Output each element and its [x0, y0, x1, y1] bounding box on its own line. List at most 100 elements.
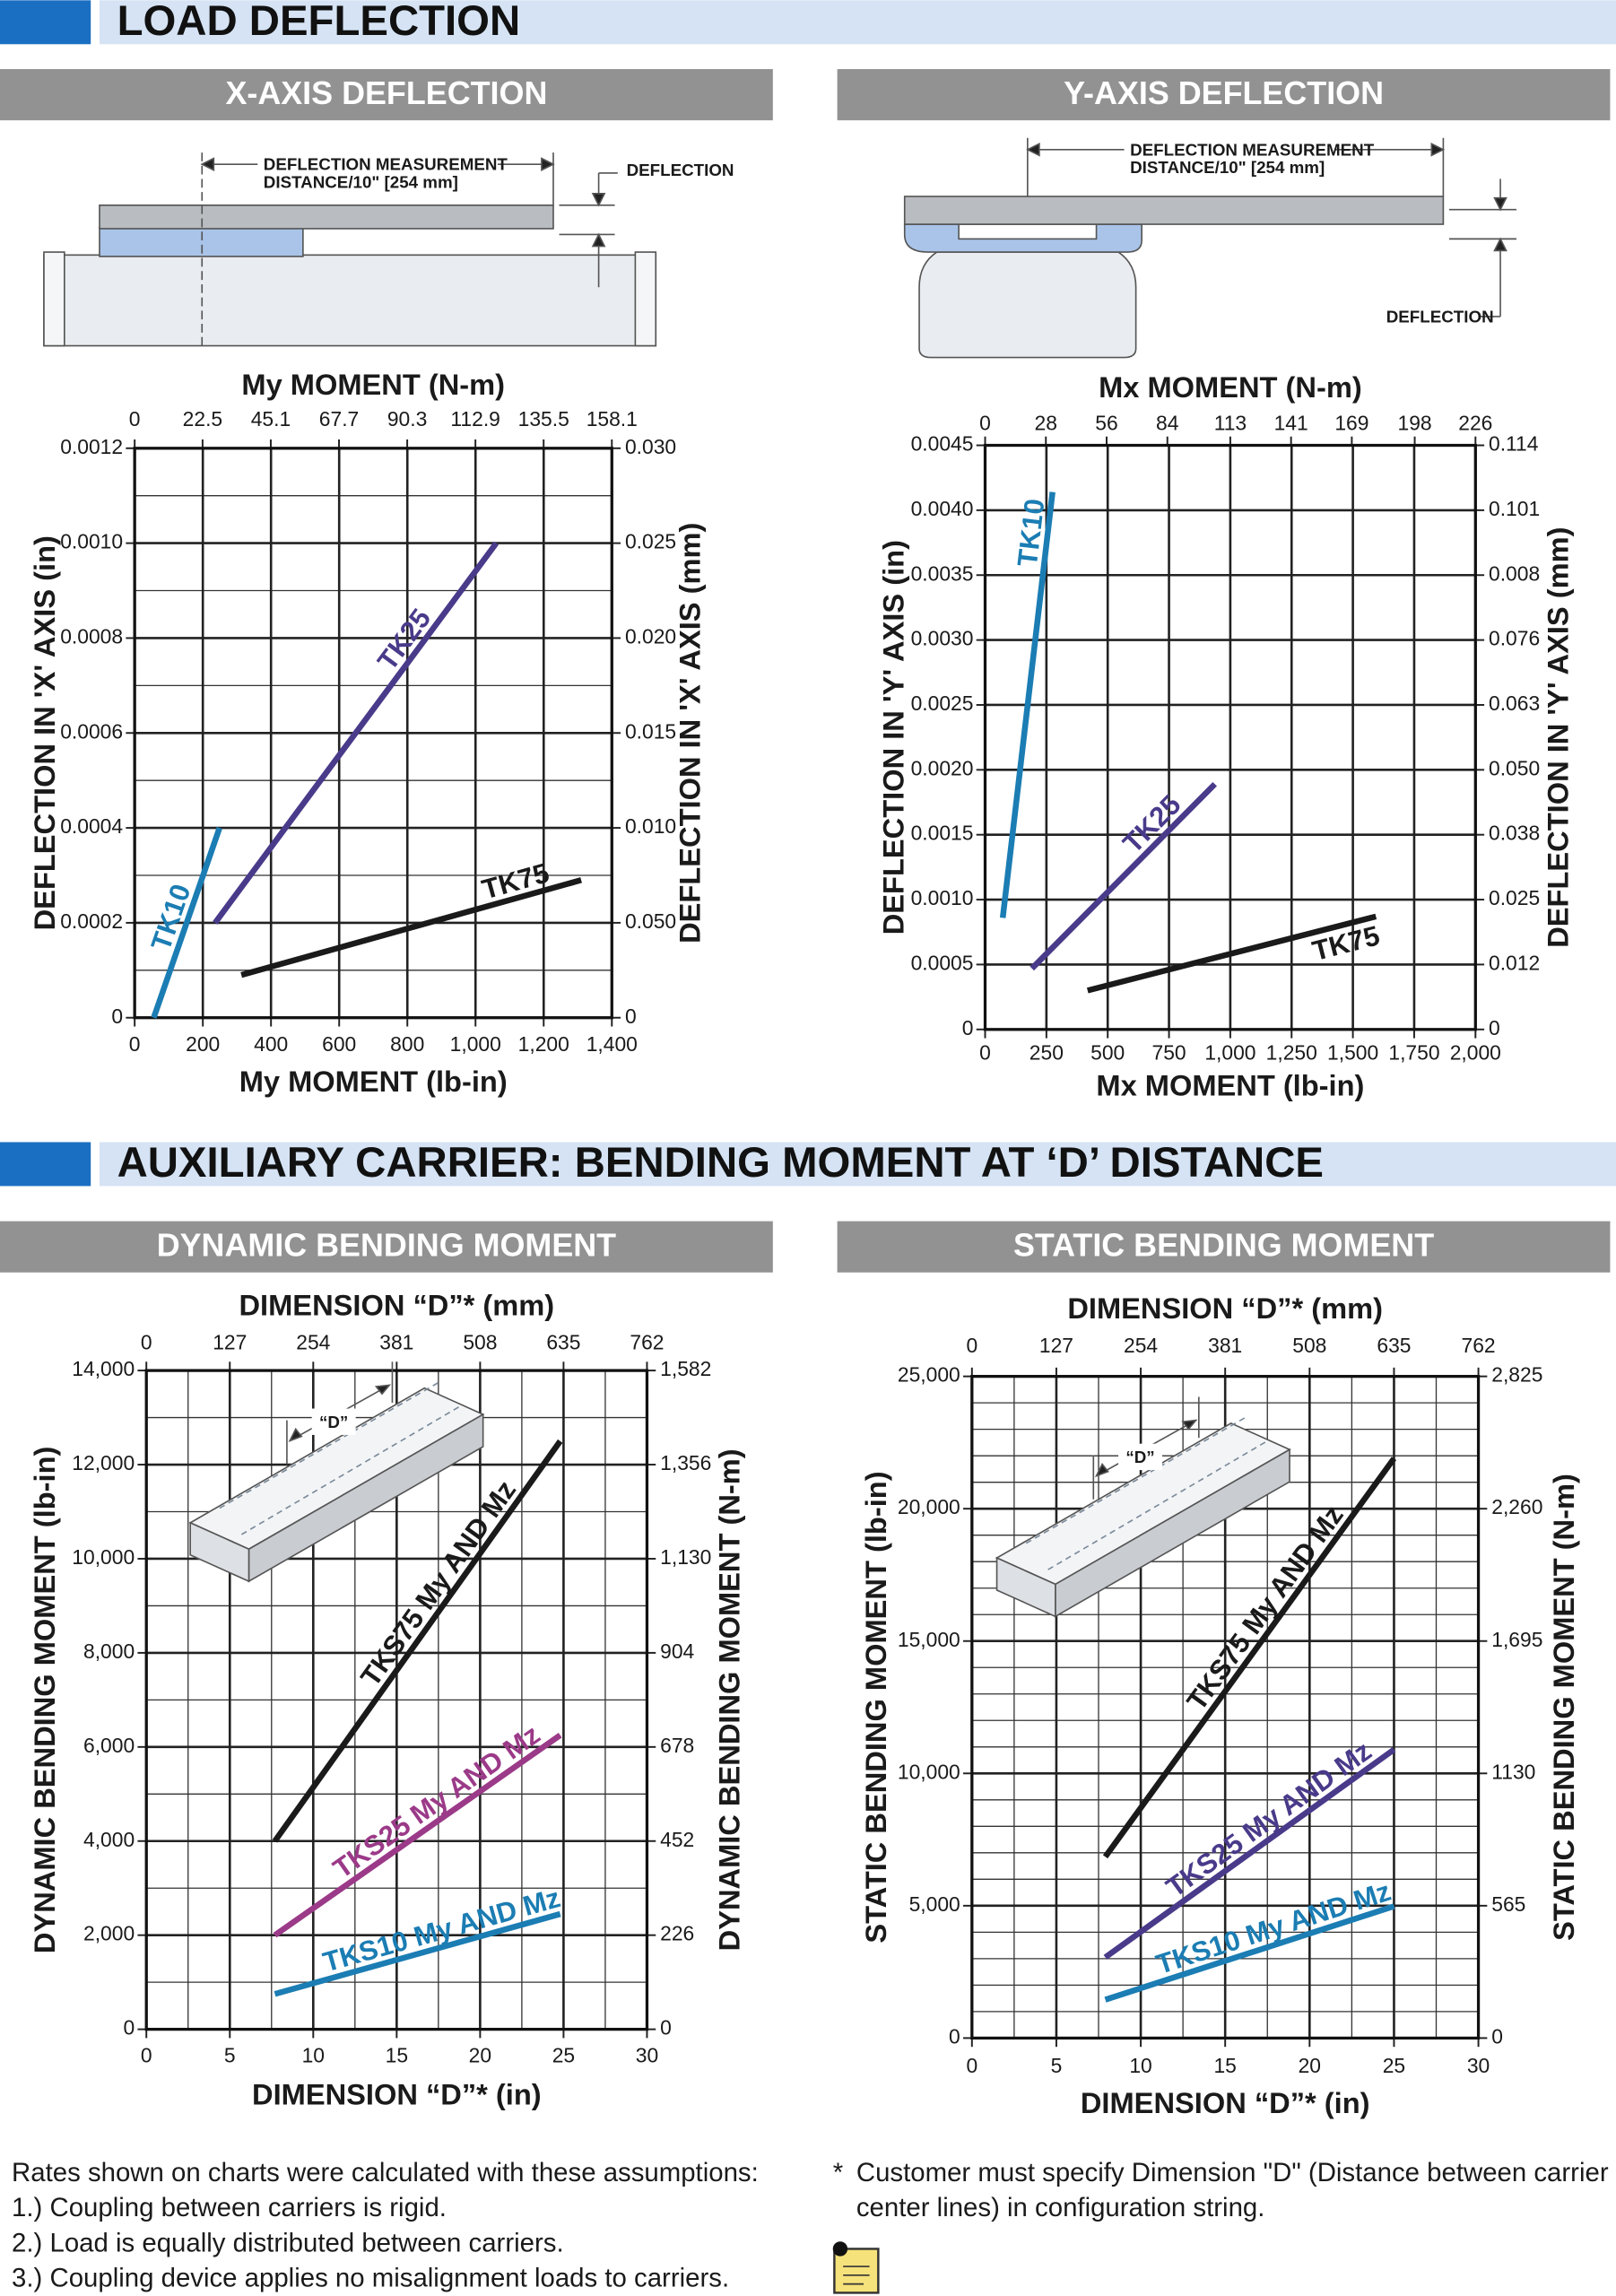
y-tick-label: 0.0005: [911, 951, 974, 974]
x2-tick-label: 226: [1458, 412, 1492, 435]
y2-axis-title: DEFLECTION IN 'X' AXIS (mm): [673, 523, 707, 944]
x2-tick-label: 635: [546, 1331, 580, 1354]
x2-tick-label: 141: [1274, 412, 1308, 435]
annotation: “D”: [319, 1413, 348, 1431]
y2-tick-label: 0: [660, 2016, 672, 2039]
x-tick-label: 25: [1383, 2054, 1405, 2077]
annotation: “D”: [1125, 1448, 1154, 1466]
x2-tick-label: 127: [213, 1331, 247, 1354]
y-tick-label: 0: [949, 2024, 960, 2048]
x2-tick-label: 56: [1095, 412, 1117, 435]
x2-tick-label: 0: [129, 407, 141, 430]
note-asterisk: *: [833, 2158, 843, 2187]
y-axis-title: DYNAMIC BENDING MOMENT (lb-in): [28, 1447, 61, 1953]
y-tick-label: 10,000: [898, 1760, 960, 1783]
x-tick-label: 800: [390, 1032, 424, 1056]
x2-tick-label: 762: [1462, 1334, 1496, 1357]
y2-axis-title: DEFLECTION IN 'Y' AXIS (mm): [1542, 527, 1575, 948]
y-tick-label: 0.0020: [911, 756, 974, 779]
y2-tick-label: 1,582: [660, 1357, 711, 1380]
series-line: [1086, 913, 1377, 994]
x-tick-label: 10: [1129, 2054, 1151, 2077]
x-axis-title: My MOMENT (lb-in): [239, 1065, 508, 1098]
x2-tick-label: 381: [1208, 1334, 1242, 1357]
chart-title-bar: [837, 69, 1611, 121]
y-tick-label: 20,000: [898, 1495, 960, 1518]
x2-axis-title: Mx MOMENT (N-m): [1099, 370, 1362, 404]
x2-tick-label: 254: [1124, 1334, 1158, 1357]
x-tick-label: 0: [141, 2044, 152, 2067]
y2-tick-label: 0.025: [1489, 886, 1540, 909]
x-tick-label: 1,750: [1388, 1041, 1439, 1065]
y-tick-label: 0: [123, 2016, 135, 2039]
y2-tick-label: 452: [660, 1828, 694, 1851]
series-line: [1104, 1903, 1395, 2003]
y-axis-title: DEFLECTION IN 'X' AXIS (in): [28, 535, 61, 930]
y2-tick-label: 565: [1491, 1892, 1525, 1916]
x-tick-label: 400: [254, 1032, 288, 1056]
x-tick-label: 2,000: [1450, 1041, 1501, 1065]
x-tick-label: 1,500: [1327, 1041, 1378, 1065]
y2-tick-label: 0.063: [1489, 691, 1540, 715]
x-tick-label: 600: [322, 1032, 356, 1056]
y-tick-label: 0.0040: [911, 497, 974, 520]
series-line: [1030, 781, 1217, 971]
note: Customer must specify Dimension "D" (Dis…: [856, 2158, 1609, 2187]
y-axis-title: STATIC BENDING MOMENT (lb-in): [859, 1471, 892, 1943]
annotation-bg: [311, 1408, 356, 1435]
x-tick-label: 1,250: [1266, 1041, 1317, 1065]
chart-title: STATIC BENDING MOMENT: [1013, 1227, 1434, 1263]
x-tick-label: 10: [302, 2044, 325, 2067]
plot-frame: [144, 1369, 649, 2031]
y-tick-label: 0.0004: [60, 814, 123, 838]
y2-tick-label: 0.012: [1489, 951, 1540, 974]
y-tick-label: 8,000: [83, 1639, 135, 1663]
chart-title: DYNAMIC BENDING MOMENT: [157, 1227, 616, 1263]
x2-tick-label: 254: [296, 1331, 330, 1354]
y2-tick-label: 0.076: [1489, 627, 1540, 650]
x-tick-label: 0: [129, 1032, 141, 1056]
y2-tick-label: 0.050: [625, 909, 676, 933]
x2-tick-label: 635: [1377, 1334, 1411, 1357]
y2-tick-label: 0: [625, 1004, 637, 1028]
x-tick-label: 200: [186, 1032, 220, 1056]
section-marker: [0, 1142, 91, 1187]
y2-axis-title: DYNAMIC BENDING MOMENT (N-m): [713, 1448, 746, 1951]
x-tick-label: 20: [1299, 2054, 1321, 2077]
x2-tick-label: 113: [1214, 412, 1247, 435]
y2-tick-label: 0.030: [625, 435, 676, 458]
x2-axis-title: My MOMENT (N-m): [241, 368, 505, 401]
diagram-label: DEFLECTION: [627, 161, 734, 179]
x-tick-label: 30: [1467, 2054, 1490, 2077]
note: center lines) in configuration string.: [856, 2193, 1265, 2222]
x-axis-title: DIMENSION “D”* (in): [252, 2077, 542, 2110]
x2-tick-label: 90.3: [387, 407, 427, 430]
y-tick-label: 0.0035: [911, 561, 974, 585]
y2-tick-label: 0.114: [1489, 432, 1539, 456]
y2-tick-label: 678: [660, 1734, 694, 1757]
chart-title-bar: [0, 69, 773, 121]
x-tick-label: 250: [1030, 1041, 1064, 1065]
x-axis-title: DIMENSION “D”* (in): [1081, 2086, 1370, 2119]
y-axis-diagram: [903, 137, 1517, 359]
x-tick-label: 20: [469, 2044, 491, 2067]
x2-tick-label: 45.1: [251, 407, 291, 430]
note: 2.) Load is equally distributed between …: [12, 2228, 564, 2257]
diagram-label: DEFLECTION MEASUREMENT: [264, 155, 508, 174]
diagram-label: DISTANCE/10" [254 mm]: [1130, 158, 1325, 177]
y-tick-label: 14,000: [72, 1357, 135, 1380]
x2-tick-label: 158.1: [586, 407, 638, 430]
diagram-label: DISTANCE/10" [254 mm]: [264, 172, 458, 191]
x2-tick-label: 112.9: [450, 407, 500, 430]
series-line: [151, 827, 222, 1019]
y2-tick-label: 0.025: [625, 530, 676, 553]
series-line: [1103, 1747, 1396, 1961]
x-tick-label: 15: [1213, 2054, 1236, 2077]
section-bar: [99, 1142, 1616, 1187]
y-tick-label: 0.0030: [911, 627, 974, 650]
chart-title-bar: [0, 1221, 773, 1273]
section-title: AUXILIARY CARRIER: BENDING MOMENT AT ‘D’…: [117, 1139, 1324, 1187]
y2-axis-title: STATIC BENDING MOMENT (N-m): [1547, 1474, 1580, 1941]
